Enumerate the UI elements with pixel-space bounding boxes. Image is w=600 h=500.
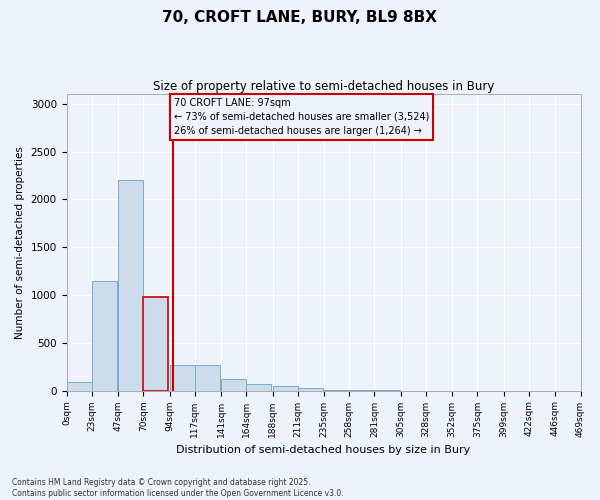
Bar: [298, 388, 323, 390]
Title: Size of property relative to semi-detached houses in Bury: Size of property relative to semi-detach…: [153, 80, 494, 93]
Bar: [246, 384, 271, 390]
Text: 70 CROFT LANE: 97sqm
← 73% of semi-detached houses are smaller (3,524)
26% of se: 70 CROFT LANE: 97sqm ← 73% of semi-detac…: [174, 98, 429, 136]
Y-axis label: Number of semi-detached properties: Number of semi-detached properties: [15, 146, 25, 339]
Bar: [221, 379, 246, 390]
Text: 70, CROFT LANE, BURY, BL9 8BX: 70, CROFT LANE, BURY, BL9 8BX: [163, 10, 437, 25]
Bar: [195, 365, 220, 390]
Bar: [92, 280, 117, 390]
X-axis label: Distribution of semi-detached houses by size in Bury: Distribution of semi-detached houses by …: [176, 445, 470, 455]
Bar: [143, 297, 169, 390]
Bar: [118, 180, 143, 390]
Bar: [272, 386, 298, 390]
Bar: [170, 365, 195, 390]
Text: Contains HM Land Registry data © Crown copyright and database right 2025.
Contai: Contains HM Land Registry data © Crown c…: [12, 478, 344, 498]
Bar: [67, 382, 92, 390]
